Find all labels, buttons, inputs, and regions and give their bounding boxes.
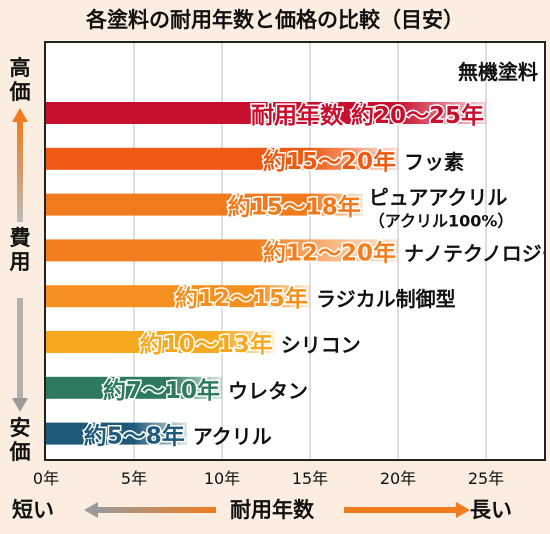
category-label-1: フッ素 [404, 150, 464, 174]
bar-7 [46, 422, 187, 445]
category-label-7: アクリル [193, 425, 272, 449]
bar-2 [46, 193, 363, 216]
bar-value-label-2: 約15〜18年 [228, 194, 361, 221]
bar-value-label-7: 約5〜8年 [84, 423, 185, 450]
x-tick-15: 15年 [292, 469, 328, 488]
category-label-6: ウレタン [228, 379, 308, 403]
duration-axis-label: 耐用年数 [230, 498, 314, 522]
chart-title: 各塗料の耐用年数と価格の比較（目安） [86, 8, 464, 32]
bar-value-label-5: 約10〜13年 [140, 331, 273, 358]
bar-5 [46, 331, 275, 353]
category-label-2: ピュアアクリル（アクリル100%） [369, 186, 514, 231]
bar-0 [46, 102, 486, 124]
short-label: 短い [12, 498, 54, 522]
x-tick-0: 0年 [33, 469, 59, 488]
bar-value-label-0: 耐用年数 約20〜25年 [251, 102, 484, 129]
bar-value-label-3: 約12〜20年 [263, 239, 396, 266]
x-tick-20: 20年 [380, 469, 416, 488]
category-label-4: ラジカル制御型 [316, 287, 456, 311]
duration-arrow-right [344, 502, 470, 518]
bar-3 [46, 239, 398, 262]
bar-1 [46, 147, 398, 170]
category-label-0: 無機塗料 [458, 60, 538, 84]
cost-arrow-up [12, 108, 28, 222]
long-label: 長い [470, 498, 512, 522]
x-tick-5: 5年 [121, 469, 147, 488]
plot-area: 耐用年数 約20〜25年 無機塗料約15〜20年 フッ素約15〜18年 ピュアアクリル… [44, 41, 546, 461]
cost-axis-label: 費用 [9, 226, 31, 274]
bar-4 [46, 285, 310, 308]
duration-arrow-left [84, 502, 216, 518]
bar-value-label-1: 約15〜20年 [263, 148, 396, 175]
x-tick-25: 25年 [468, 469, 504, 488]
cost-arrow-down [12, 298, 28, 412]
low-price-label: 安価 [9, 416, 31, 464]
high-price-label: 高価 [9, 56, 31, 104]
x-tick-10: 10年 [204, 469, 240, 488]
bar-6 [46, 376, 222, 399]
category-label-5: シリコン [281, 333, 361, 357]
bar-value-label-6: 約7〜10年 [103, 377, 220, 404]
category-label-3: ナノテクノロジー [404, 241, 544, 265]
bar-value-label-4: 約12〜15年 [175, 285, 308, 312]
